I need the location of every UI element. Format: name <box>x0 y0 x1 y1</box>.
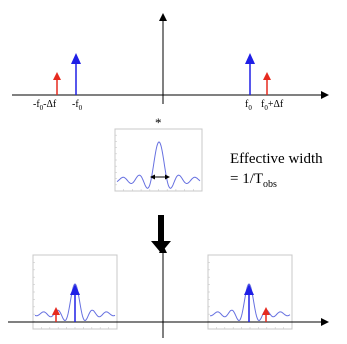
bottom-right-ticks <box>207 254 293 330</box>
red-impulse-left <box>53 72 61 95</box>
label-neg-f0: -f0 <box>72 99 83 112</box>
bottom-right-sinc-curve <box>210 283 291 322</box>
effective-width-label: Effective width <box>230 151 323 167</box>
effective-width-arrow <box>150 174 170 180</box>
label-f0-plus-df: f0+Δf <box>261 99 284 112</box>
bottom-blue-impulse-left <box>70 284 80 322</box>
blue-impulse-right <box>245 53 255 95</box>
blue-impulse-left <box>71 53 81 95</box>
window-plot <box>114 128 203 192</box>
window-sinc-curve <box>116 141 201 189</box>
label-neg-f0-minus-df: -f0-Δf <box>33 99 57 112</box>
label-f0: f0 <box>245 99 252 112</box>
bottom-blue-impulse-right <box>244 284 254 322</box>
down-arrow-icon <box>151 215 171 253</box>
bottom-red-impulse-right <box>262 307 270 322</box>
red-impulse-right <box>263 72 271 95</box>
convolution-symbol: * <box>155 115 162 130</box>
top-spectrum <box>12 13 329 104</box>
bottom-red-impulse-left <box>52 307 60 322</box>
bottom-spectrum <box>8 245 329 338</box>
effective-width-formula: = 1/Tobs <box>230 171 277 190</box>
window-plot-ticks <box>114 128 203 192</box>
